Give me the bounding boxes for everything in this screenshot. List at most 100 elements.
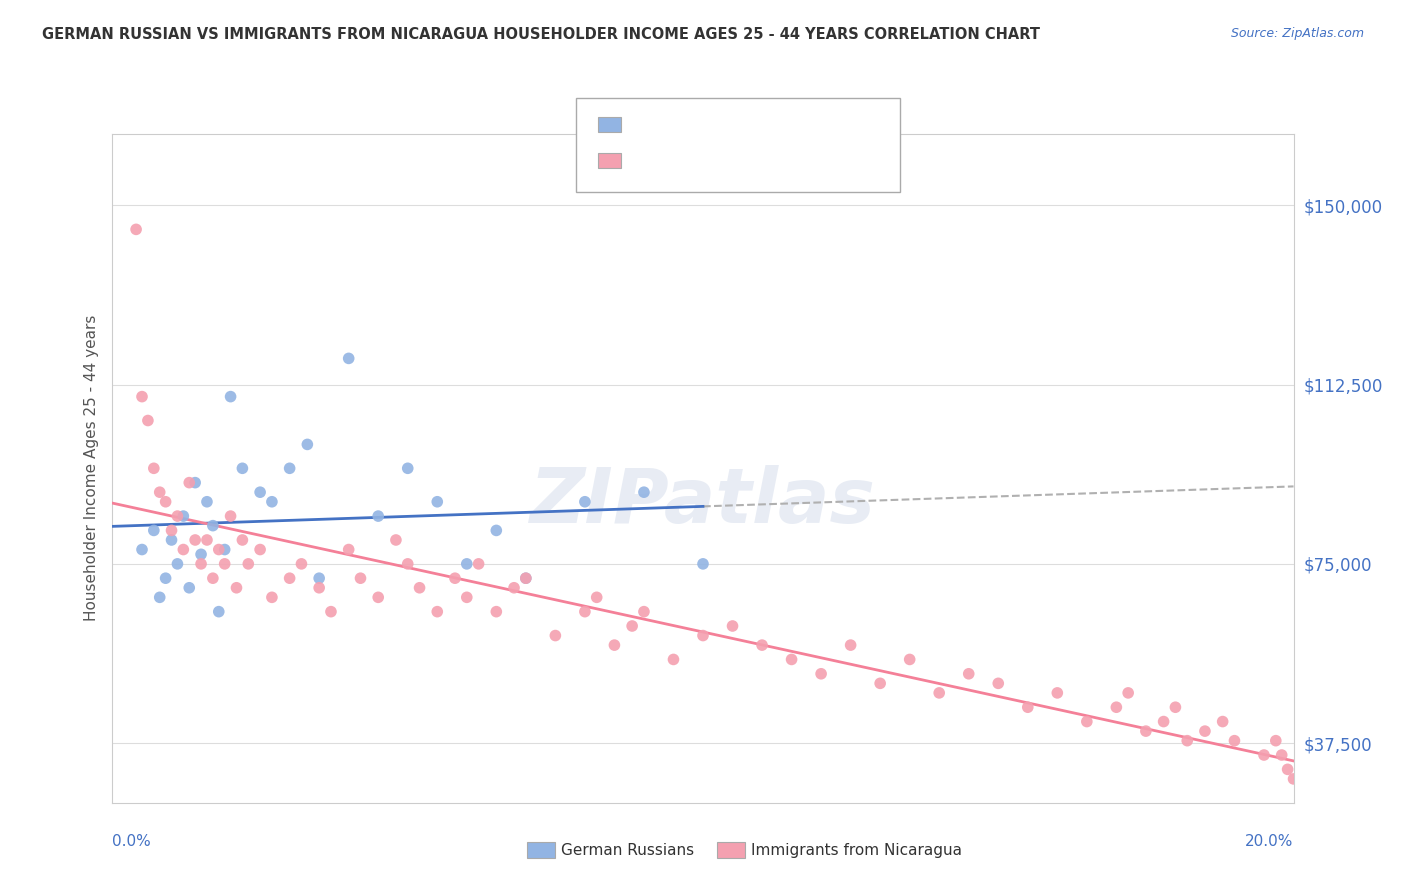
Point [485,524,508,538]
Point [219,390,242,404]
Point [349,571,371,585]
Point [160,533,183,547]
Point [179,475,201,490]
Point [574,605,596,619]
Point [231,461,253,475]
Point [367,509,389,524]
Point [319,605,342,619]
Point [308,581,330,595]
Point [898,652,921,666]
Point [1116,686,1139,700]
Point [290,557,312,571]
Text: Immigrants from Nicaragua: Immigrants from Nicaragua [751,843,962,857]
Point [662,652,685,666]
Text: ZIPatlas: ZIPatlas [530,465,876,539]
Point [214,542,236,557]
Point [503,581,526,595]
Point [426,494,449,508]
Point [385,533,408,547]
Point [155,571,177,585]
Point [278,571,301,585]
Point [544,628,567,642]
Point [179,581,201,595]
Point [810,666,832,681]
Point [208,605,231,619]
Point [201,518,224,533]
Point [467,557,489,571]
Point [131,542,153,557]
Y-axis label: Householder Income Ages 25 - 44 years: Householder Income Ages 25 - 44 years [83,315,98,622]
Point [456,557,478,571]
Point [1076,714,1098,729]
Point [184,533,207,547]
Point [396,557,419,571]
Point [260,591,283,605]
Point [928,686,950,700]
Point [260,494,283,508]
Point [1105,700,1128,714]
Point [585,591,607,605]
Point [225,581,247,595]
Point [1194,724,1216,739]
Point [1175,733,1198,747]
Text: 0.0%: 0.0% [112,834,152,849]
Point [166,557,188,571]
Point [337,542,360,557]
Point [633,605,655,619]
Point [195,494,218,508]
Point [396,461,419,475]
Point [869,676,891,690]
Point [149,485,172,500]
Point [1282,772,1305,786]
Point [142,461,165,475]
Text: R =  -0.514   N =  75: R = -0.514 N = 75 [633,152,837,169]
Point [1135,724,1157,739]
Point [172,509,194,524]
Text: 20.0%: 20.0% [1246,834,1294,849]
Point [1017,700,1039,714]
Point [515,571,537,585]
Point [633,485,655,500]
Point [1223,733,1246,747]
Point [238,557,260,571]
Point [692,628,714,642]
Point [444,571,467,585]
Point [166,509,188,524]
Point [839,638,862,652]
Point [1253,747,1275,762]
Point [160,524,183,538]
Point [297,437,319,451]
Point [987,676,1010,690]
Point [214,557,236,571]
Point [337,351,360,366]
Point [131,390,153,404]
Point [1212,714,1234,729]
Point [408,581,430,595]
Point [621,619,644,633]
Point [751,638,773,652]
Point [249,485,271,500]
Point [208,542,231,557]
Point [249,542,271,557]
Point [125,222,148,236]
Point [515,571,537,585]
Text: German Russians: German Russians [561,843,695,857]
Text: Source: ZipAtlas.com: Source: ZipAtlas.com [1230,27,1364,40]
Point [367,591,389,605]
Point [1046,686,1069,700]
Point [574,494,596,508]
Point [1288,772,1310,786]
Point [1264,733,1286,747]
Point [195,533,218,547]
Point [957,666,980,681]
Point [278,461,301,475]
Point [142,524,165,538]
Point [426,605,449,619]
Text: GERMAN RUSSIAN VS IMMIGRANTS FROM NICARAGUA HOUSEHOLDER INCOME AGES 25 - 44 YEAR: GERMAN RUSSIAN VS IMMIGRANTS FROM NICARA… [42,27,1040,42]
Point [721,619,744,633]
Point [184,475,207,490]
Point [308,571,330,585]
Point [1164,700,1187,714]
Point [1153,714,1175,729]
Point [155,494,177,508]
